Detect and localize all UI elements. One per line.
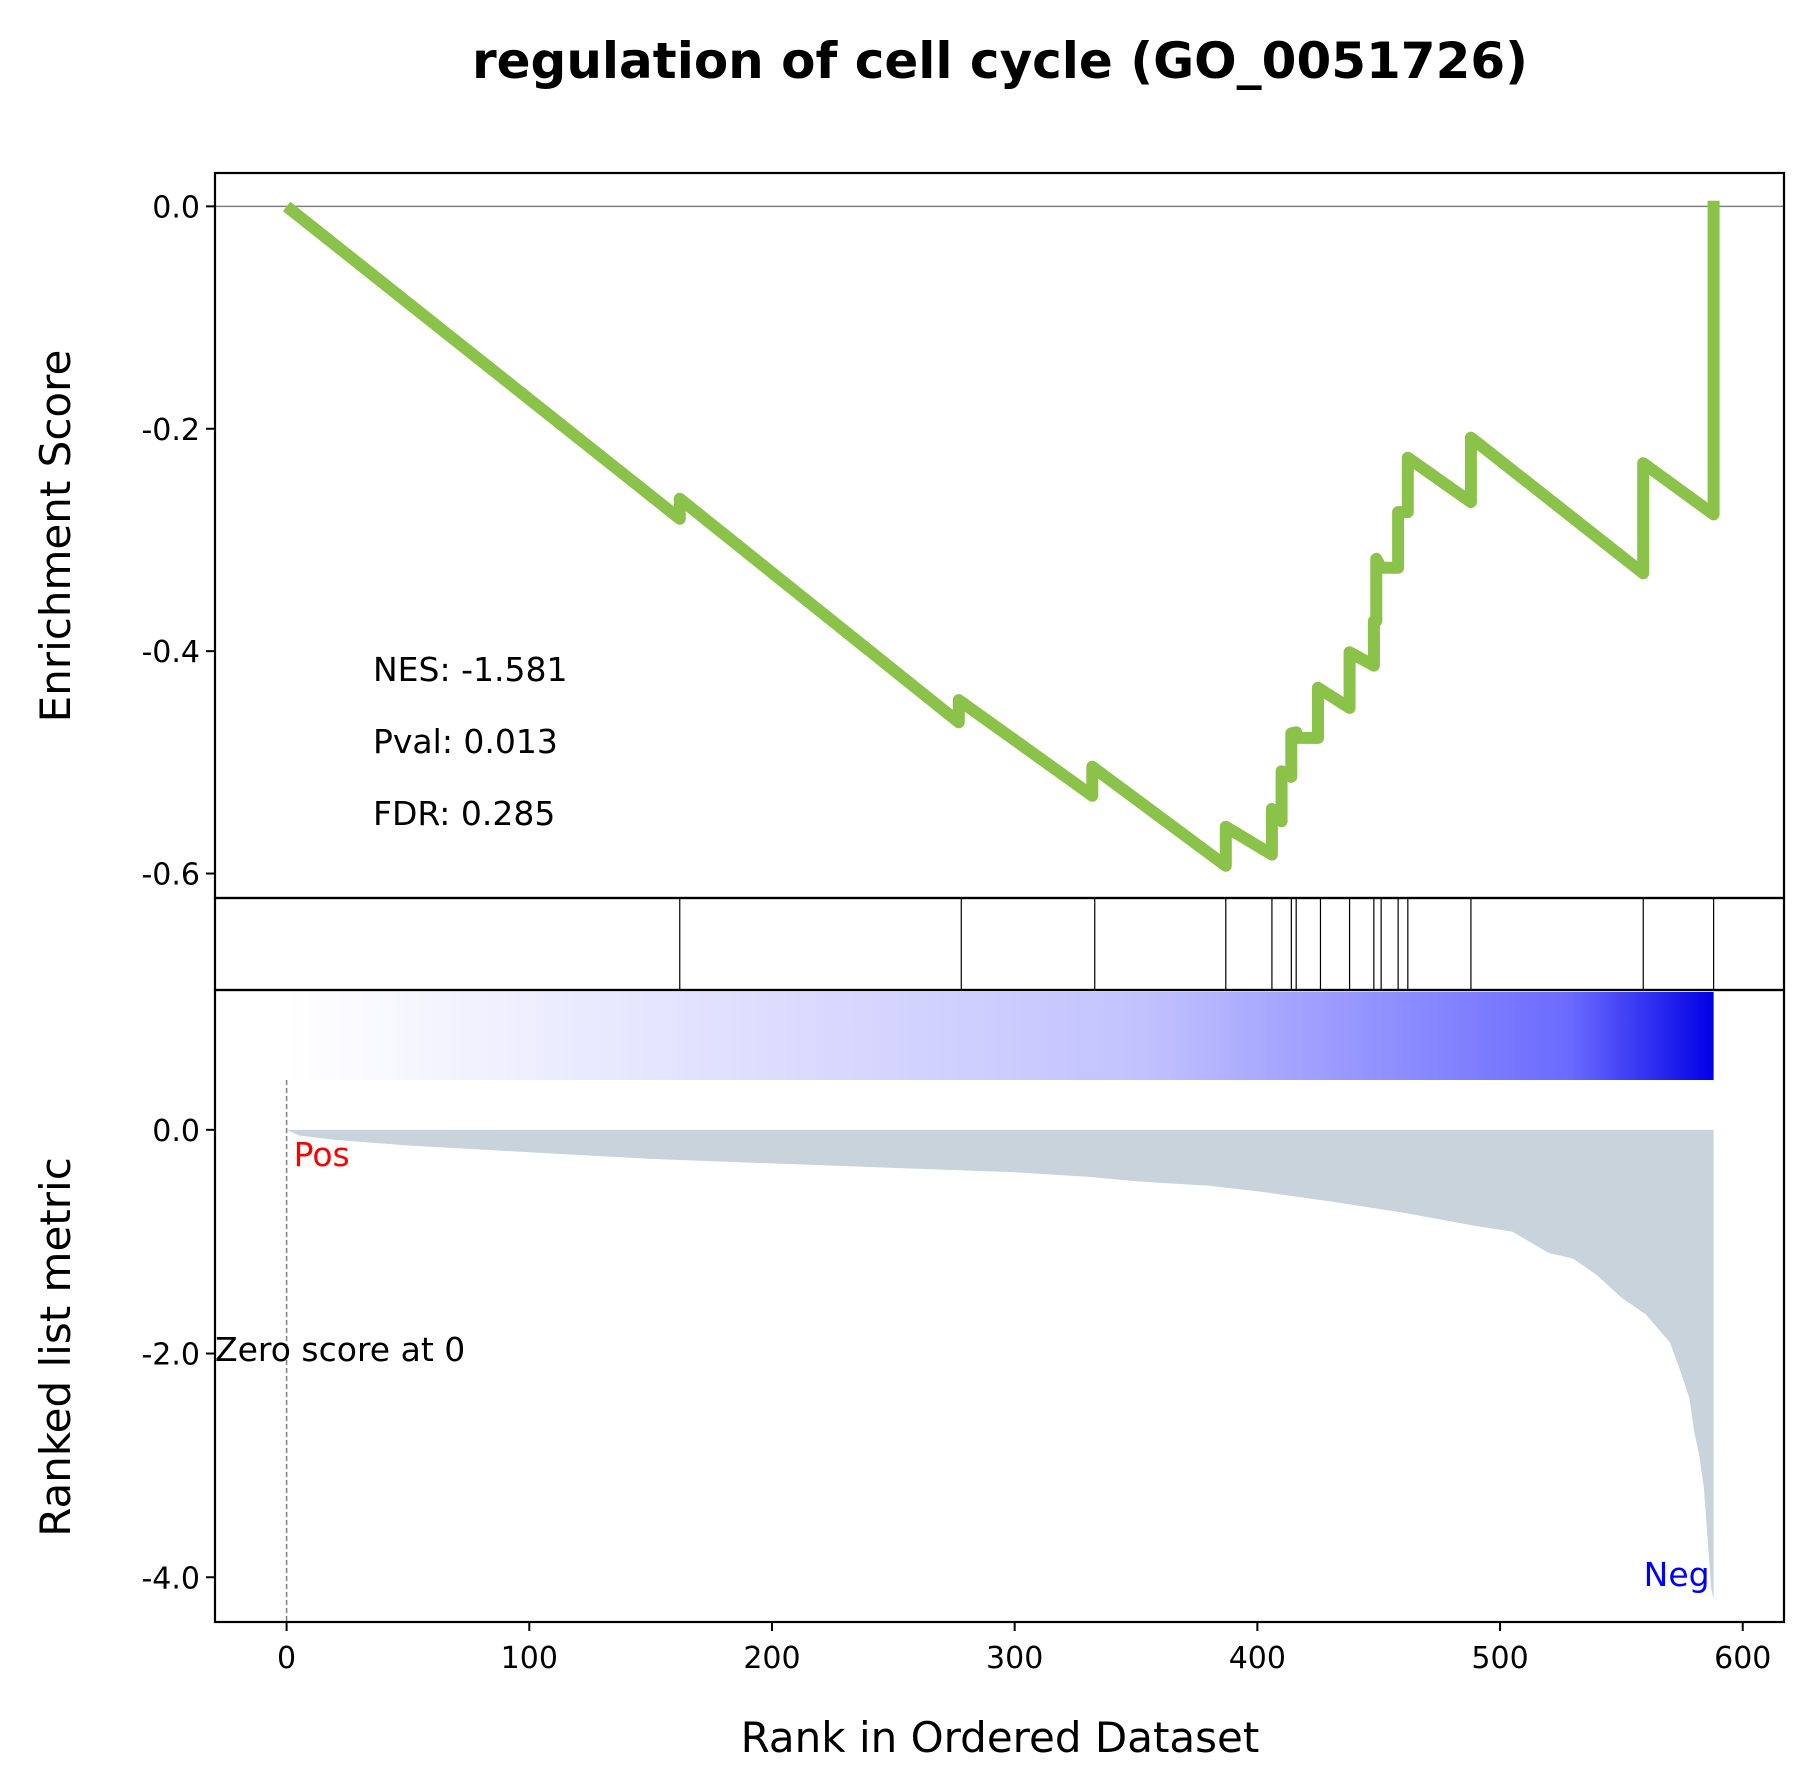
es-y-tick-label: -0.2 — [141, 413, 200, 448]
metric-y-tick-label: 0.0 — [152, 1114, 200, 1149]
x-tick-label: 500 — [1471, 1641, 1528, 1676]
metric-y-ticks: 0.0 -2.0 -4.0 — [141, 1114, 215, 1596]
x-axis-label: Rank in Ordered Dataset — [741, 1713, 1260, 1762]
x-tick-label: 400 — [1229, 1641, 1286, 1676]
es-y-axis-label: Enrichment Score — [31, 350, 80, 723]
x-tick-label: 600 — [1714, 1641, 1771, 1676]
x-axis: 0 100 200 300 400 500 600 — [277, 1622, 1771, 1676]
nes-stat: NES: -1.581 — [373, 650, 567, 689]
zero-score-label: Zero score at 0 — [215, 1330, 465, 1369]
pos-label: Pos — [294, 1135, 350, 1174]
enrichment-score-panel: 0.0-0.2-0.4-0.6 NES: -1.581 Pval: 0.013 … — [31, 171, 1786, 900]
es-y-tick-label: -0.6 — [141, 858, 200, 893]
pval-stat: Pval: 0.013 — [373, 722, 558, 761]
ranked-metric-area — [286, 1129, 1714, 1600]
enrichment-score-line — [282, 200, 1720, 872]
chart-title: regulation of cell cycle (GO_0051726) — [472, 32, 1528, 90]
fdr-stat: FDR: 0.285 — [373, 794, 555, 833]
x-tick-label: 100 — [501, 1641, 558, 1676]
ranked-metric-panel: 0.0 -2.0 -4.0 Pos Neg Zero score at 0 Rank… — [31, 988, 1786, 1624]
es-y-tick-label: 0.0 — [152, 190, 200, 225]
x-tick-label: 200 — [743, 1641, 800, 1676]
x-tick-label: 0 — [277, 1641, 296, 1676]
metric-panel-frame — [213, 988, 1786, 1624]
metric-y-axis-label: Ranked list metric — [31, 1157, 80, 1537]
es-y-ticks: 0.0 -0.2 -0.4 -0.6 — [141, 190, 215, 893]
metric-y-tick-label: -4.0 — [141, 1561, 200, 1596]
es-y-tick-label: -0.4 — [141, 635, 200, 670]
x-tick-label: 300 — [986, 1641, 1043, 1676]
metric-y-tick-label: -2.0 — [141, 1338, 200, 1373]
rank-color-strip — [286, 992, 1714, 1080]
hit-lines — [679, 898, 1715, 990]
neg-label: Neg — [1644, 1555, 1710, 1594]
